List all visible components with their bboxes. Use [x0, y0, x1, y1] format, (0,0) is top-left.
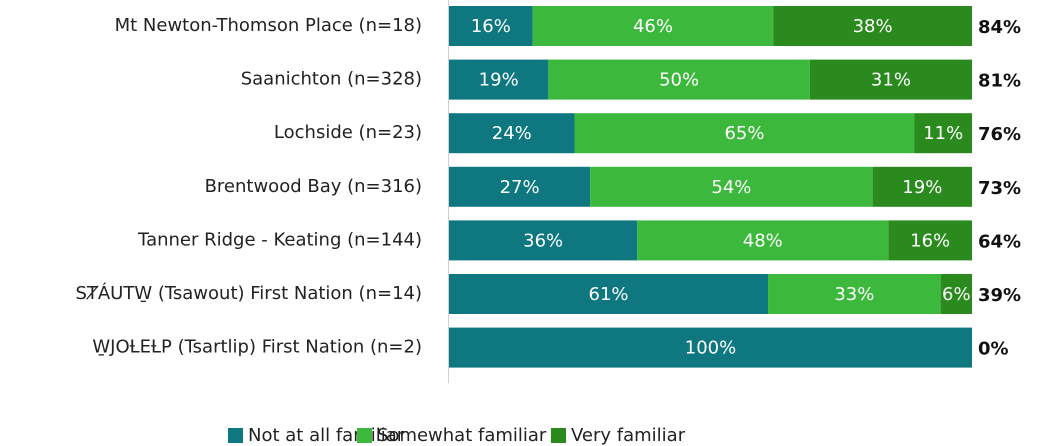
- bar-segment: [449, 220, 638, 261]
- bar-segment: [773, 6, 972, 46]
- data-label: 24%: [492, 123, 532, 144]
- data-label: 48%: [743, 230, 783, 251]
- category-label: Mt Newton-Thomson Place (n=18): [115, 15, 422, 36]
- bar-segment: [449, 166, 591, 207]
- bar-segment: [449, 59, 549, 100]
- total-label: 64%: [978, 231, 1021, 252]
- total-label: 0%: [978, 339, 1009, 360]
- category-label: Lochside (n=23): [274, 122, 422, 143]
- data-label: 11%: [923, 123, 963, 144]
- data-label: 19%: [479, 70, 519, 91]
- data-label: 27%: [500, 177, 540, 198]
- data-label: 36%: [523, 230, 563, 251]
- bar-segment: [768, 274, 941, 314]
- data-label: 16%: [471, 16, 511, 37]
- data-label: 100%: [685, 338, 736, 359]
- legend-swatch: [551, 428, 566, 443]
- bar-segment: [914, 113, 972, 154]
- bar-segment: [449, 113, 575, 154]
- data-label: 65%: [724, 123, 764, 144]
- total-label: 81%: [978, 71, 1021, 92]
- bar-segment: [548, 59, 810, 100]
- bar-segment: [449, 6, 533, 46]
- bar-segment: [888, 220, 972, 261]
- total-label: 76%: [978, 124, 1021, 145]
- bar-segment: [449, 274, 769, 314]
- legend-label: Somewhat familiar: [377, 425, 547, 446]
- data-label: 54%: [711, 177, 751, 198]
- bar-segment: [872, 166, 972, 207]
- legend-swatch: [228, 428, 243, 443]
- total-label: 84%: [978, 17, 1021, 38]
- bar-segment: [574, 113, 915, 154]
- legend-swatch: [357, 428, 372, 443]
- bar-segment: [590, 166, 873, 207]
- total-label: 39%: [978, 285, 1021, 306]
- category-label: Brentwood Bay (n=316): [205, 176, 422, 197]
- data-label: 33%: [834, 284, 874, 305]
- data-label: 46%: [633, 16, 673, 37]
- data-label: 19%: [902, 177, 942, 198]
- data-label: 16%: [910, 230, 950, 251]
- total-label: 73%: [978, 178, 1021, 199]
- data-label: 61%: [589, 284, 629, 305]
- data-label: 6%: [942, 284, 971, 305]
- bar-segment: [809, 59, 972, 100]
- legend-label: Very familiar: [571, 425, 686, 446]
- category-label: W̱JOȽEȽP (Tsartlip) First Nation (n=2): [92, 337, 422, 358]
- bar-segment: [449, 327, 972, 368]
- bar-segment: [532, 6, 774, 46]
- bar-segment: [637, 220, 889, 261]
- bar-segment: [940, 274, 972, 314]
- data-label: 50%: [659, 70, 699, 91]
- data-label: 38%: [853, 16, 893, 37]
- category-label: Saanichton (n=328): [241, 69, 422, 90]
- category-label: SȾÁUTW̱ (Tsawout) First Nation (n=14): [75, 282, 422, 304]
- data-label: 31%: [871, 70, 911, 91]
- category-label: Tanner Ridge - Keating (n=144): [137, 229, 422, 250]
